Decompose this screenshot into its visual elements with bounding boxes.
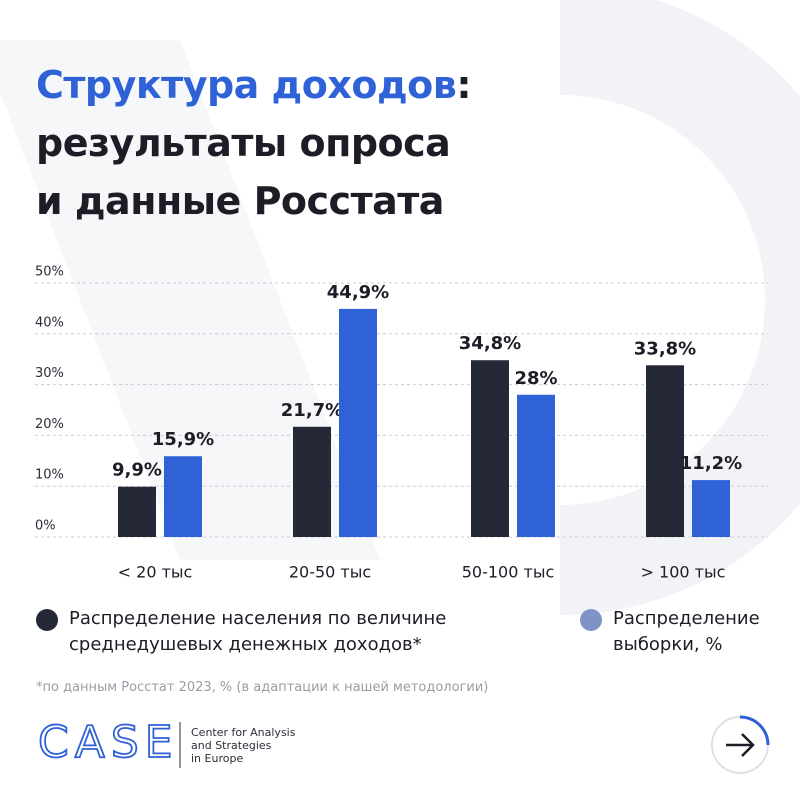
next-button[interactable] bbox=[711, 715, 770, 774]
title-text: результаты опроса bbox=[36, 121, 451, 165]
data-label: 28% bbox=[514, 368, 557, 389]
footnote: *по данным Росстат 2023, % (в адаптации … bbox=[36, 680, 489, 695]
logo-subtitle: Center for Analysis and Strategies in Eu… bbox=[191, 726, 295, 765]
x-tick-label: 20-50 тыс bbox=[289, 563, 371, 582]
data-label: 21,7% bbox=[281, 400, 343, 421]
x-tick-label: 50-100 тыс bbox=[462, 563, 555, 582]
y-tick-label: 50% bbox=[35, 265, 64, 280]
bar bbox=[517, 394, 555, 537]
bar bbox=[471, 360, 509, 537]
arrow[interactable] bbox=[726, 733, 755, 757]
logo-line: Center for Analysis bbox=[191, 726, 296, 739]
y-tick-label: 40% bbox=[35, 315, 64, 330]
legend-swatch bbox=[36, 609, 58, 631]
y-tick-label: 0% bbox=[35, 519, 56, 534]
logo-line: and Strategies bbox=[191, 739, 272, 752]
y-tick-label: 10% bbox=[35, 468, 64, 483]
title: Структура доходов: результаты опроса и дан… bbox=[36, 56, 472, 230]
bar bbox=[692, 480, 730, 537]
data-label: 11,2% bbox=[680, 453, 742, 474]
background-shape bbox=[0, 40, 380, 560]
bar bbox=[339, 308, 377, 537]
title-line: результаты опроса bbox=[36, 114, 471, 172]
logo: CASE bbox=[38, 717, 179, 768]
x-tick-label: > 100 тыс bbox=[641, 563, 726, 582]
data-label: 44,9% bbox=[327, 282, 389, 303]
logo-line: in Europe bbox=[191, 752, 244, 765]
data-label: 34,8% bbox=[459, 333, 521, 354]
bar bbox=[118, 486, 156, 537]
y-tick-label: 30% bbox=[35, 366, 64, 381]
data-label: 33,8% bbox=[634, 338, 696, 359]
x-tick-label: < 20 тыс bbox=[118, 563, 193, 582]
legend-text: Распределение выборки, % bbox=[613, 608, 760, 655]
bar bbox=[164, 456, 202, 537]
title-text: и данные Росстата bbox=[36, 179, 444, 223]
button-arc[interactable] bbox=[739, 715, 770, 746]
title-line: и данные Росстата bbox=[36, 172, 471, 230]
data-label: 9,9% bbox=[112, 460, 162, 481]
title-line: Структура доходов: bbox=[36, 56, 472, 114]
bar bbox=[646, 365, 684, 537]
title-text: Структура доходов bbox=[36, 63, 457, 107]
legend-swatch bbox=[580, 609, 602, 631]
title-text: : bbox=[456, 63, 472, 107]
legend-text: Распределение населения по величине сред… bbox=[69, 608, 447, 655]
data-label: 15,9% bbox=[152, 429, 214, 450]
y-tick-label: 20% bbox=[35, 417, 64, 432]
bar bbox=[293, 426, 331, 537]
